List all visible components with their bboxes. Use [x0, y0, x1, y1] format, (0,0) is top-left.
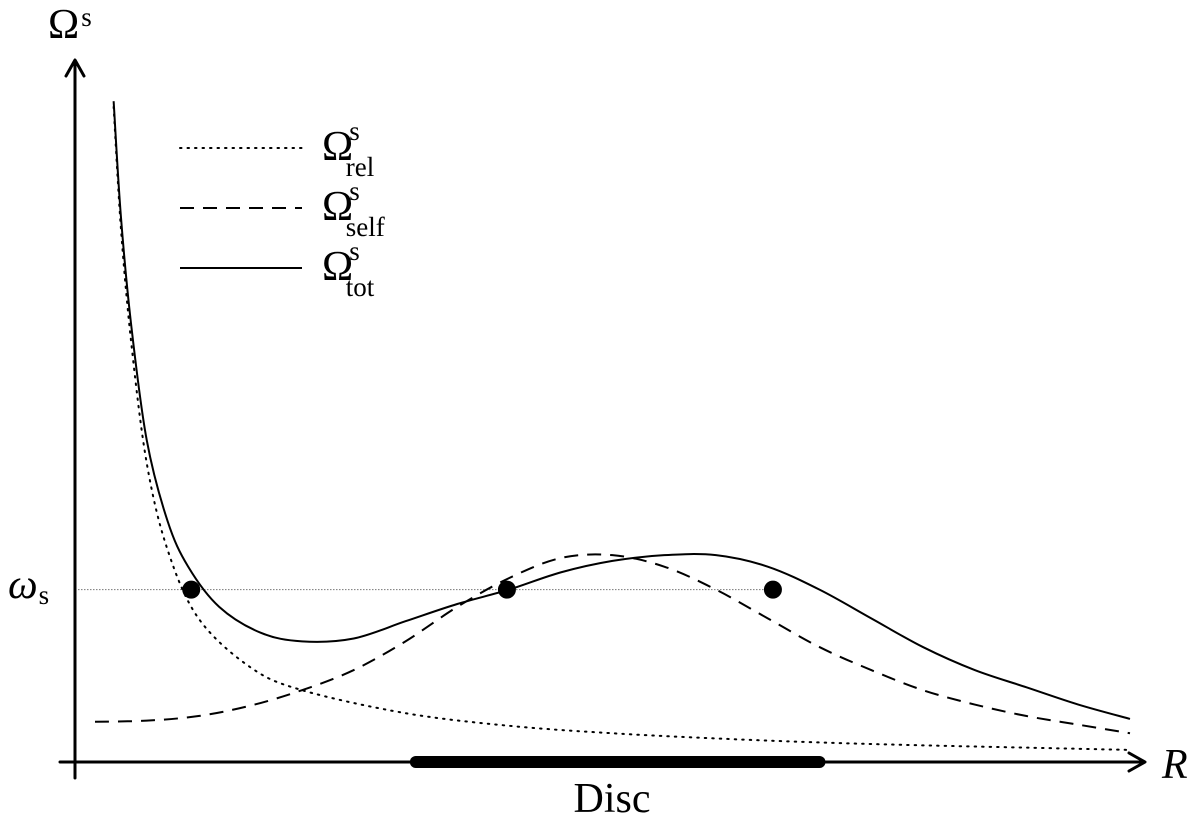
disc-label: Disc: [574, 776, 651, 816]
y-axis-arrow: [64, 58, 86, 78]
legend: Ωs rel Ωs self Ωs tot: [179, 116, 385, 302]
legend-label-tot: Ωs tot: [322, 236, 375, 302]
series-line-rel: [112, 105, 1131, 751]
axes: [58, 58, 1147, 780]
intersection-point-2: [497, 580, 516, 599]
series-layer: [94, 101, 1131, 751]
intersection-point-3: [763, 580, 782, 599]
intersection-point-1: [182, 580, 201, 599]
omega-s-label: ωs: [8, 562, 49, 610]
x-axis-label: R: [1161, 742, 1188, 788]
y-axis-label: Ωs: [48, 2, 92, 48]
legend-label-self: Ωs self: [322, 176, 385, 242]
series-line-self: [94, 553, 1131, 735]
marker-layer: [182, 580, 782, 599]
x-axis-arrow: [1127, 751, 1147, 773]
series-line-tot: [112, 101, 1131, 720]
legend-label-rel: Ωs rel: [322, 116, 374, 182]
